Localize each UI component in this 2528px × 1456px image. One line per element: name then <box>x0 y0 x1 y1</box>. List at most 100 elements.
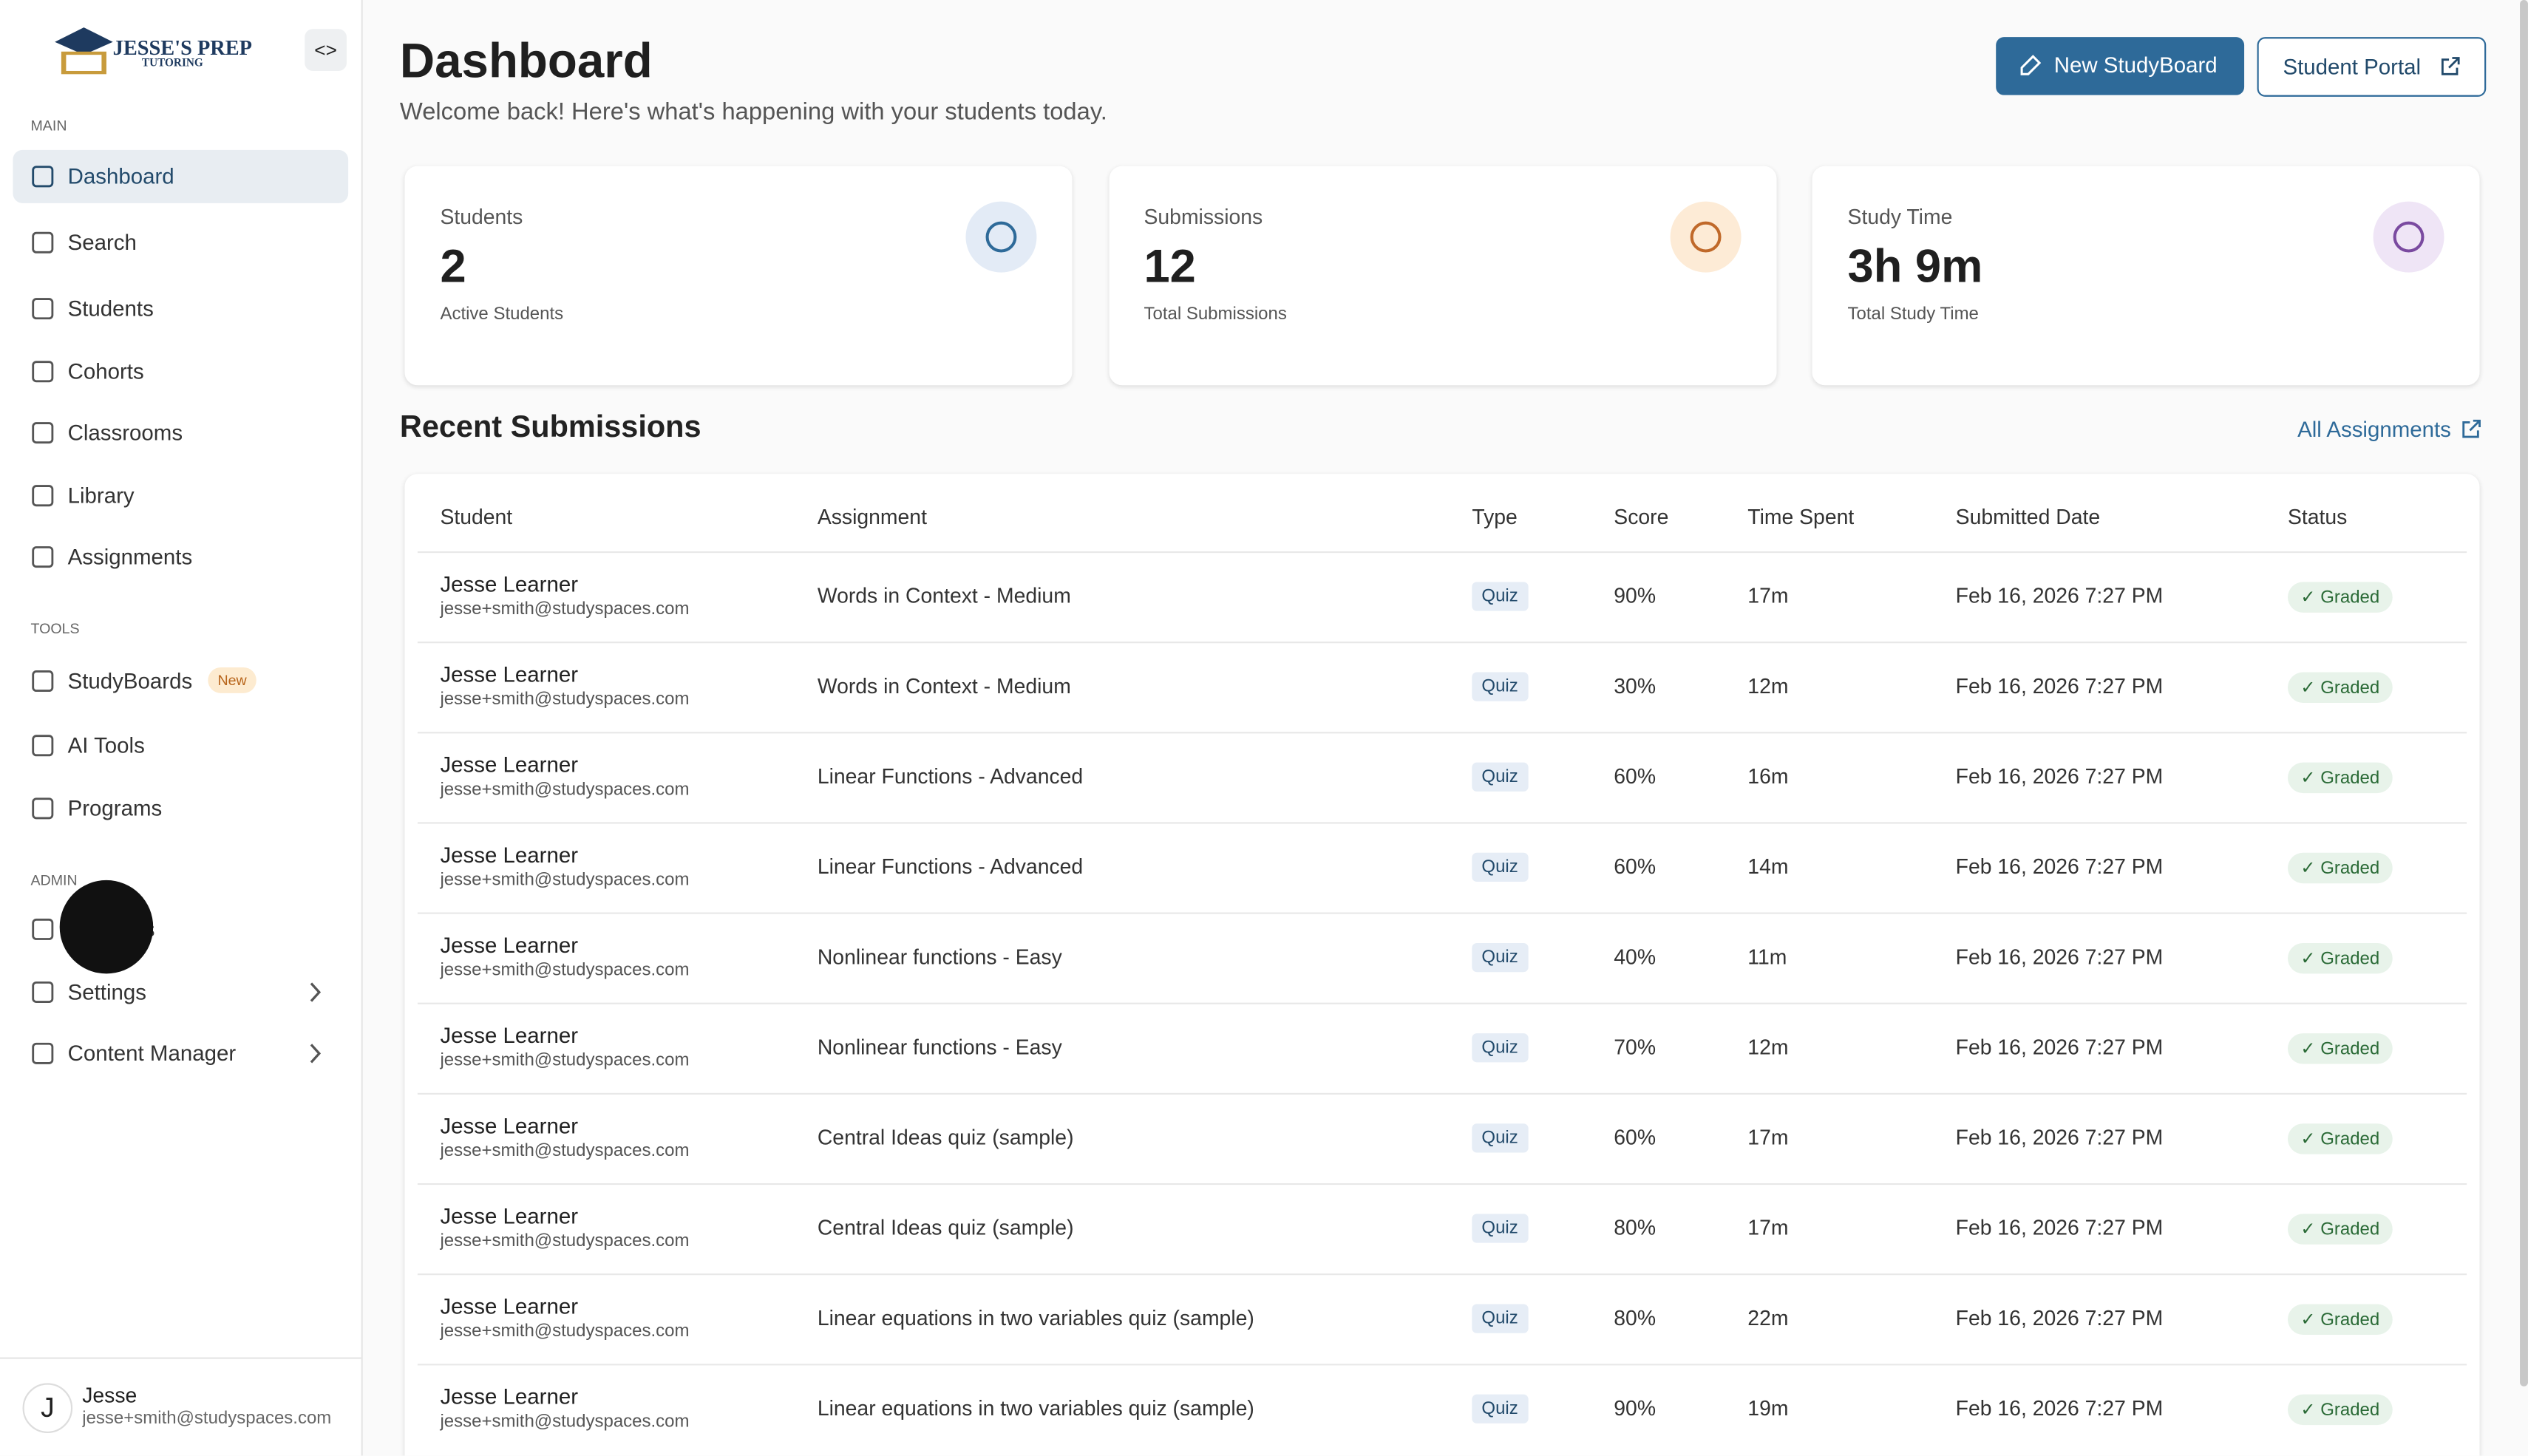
student-email: jesse+smith@studyspaces.com <box>440 1231 690 1251</box>
avatar[interactable]: J <box>22 1383 73 1433</box>
nav-item[interactable]: Content Manager <box>13 1027 348 1080</box>
stat-card: Study Time 3h 9m Total Study Time <box>1812 166 2480 386</box>
new-studyboard-button[interactable]: New StudyBoard <box>1996 37 2245 95</box>
type-badge: Quiz <box>1472 942 1528 973</box>
logo-icon <box>55 27 113 75</box>
date-text: Feb 16, 2026 7:27 PM <box>1955 1395 2164 1421</box>
student-email: jesse+smith@studyspaces.com <box>440 690 690 710</box>
nav-item[interactable]: StudyBoards New <box>13 655 348 708</box>
assignment-cell: Linear Functions - Advanced <box>818 764 1083 789</box>
nav-icon <box>32 485 54 507</box>
assignment-cell: Nonlinear functions - Easy <box>818 1035 1062 1059</box>
row-divider <box>417 1364 2467 1366</box>
status-text: Graded <box>2320 1220 2380 1240</box>
type-badge: Quiz <box>1472 1033 1528 1063</box>
nav-item[interactable]: AI Tools <box>13 719 348 772</box>
time-text: 11m <box>1747 945 1787 969</box>
assignment-text: Words in Context - Medium <box>817 583 1071 608</box>
nav-item[interactable]: Search <box>13 216 348 269</box>
type-text: Quiz <box>1481 1218 1518 1239</box>
type-text: Quiz <box>1481 1399 1518 1419</box>
button-icon <box>2020 55 2042 75</box>
time-text: 14m <box>1747 854 1789 879</box>
column-header: Time Spent <box>1747 504 1855 529</box>
status-badge: ✓ Graded <box>2287 942 2393 974</box>
date-text: Feb 16, 2026 7:27 PM <box>1955 583 2164 608</box>
nav-icon <box>985 221 1017 253</box>
status-badge: ✓ Graded <box>2287 1033 2393 1064</box>
time-cell: 12m <box>1747 1035 1788 1059</box>
type-badge: Quiz <box>1472 1394 1528 1423</box>
nav-label: Students <box>67 296 154 322</box>
student-name: Jesse Learner <box>440 1114 579 1138</box>
assignment-cell: Linear Functions - Advanced <box>818 854 1083 879</box>
status-text: Graded <box>2320 1401 2380 1421</box>
nav-label: Classrooms <box>67 421 183 445</box>
student-name: Jesse Learner <box>440 752 579 778</box>
nav-icon <box>32 298 54 320</box>
nav-icon <box>32 981 54 1003</box>
status-text: Graded <box>2320 949 2380 969</box>
date-text: Feb 16, 2026 7:27 PM <box>1955 763 2164 789</box>
type-text: Quiz <box>1481 1038 1518 1058</box>
collapse-button[interactable]: <> <box>305 29 347 71</box>
row-divider <box>417 551 2467 554</box>
time-text: 22m <box>1747 1305 1789 1330</box>
status-badge: ✓ Graded <box>2287 1304 2393 1335</box>
status-text: Graded <box>2320 588 2380 608</box>
nav-item[interactable]: Cohorts <box>13 345 348 398</box>
status-text: Graded <box>2320 1129 2380 1150</box>
type-badge: Quiz <box>1472 582 1528 611</box>
divider <box>0 1357 361 1359</box>
type-badge: Quiz <box>1472 1214 1528 1243</box>
assignment-cell: Words in Context - Medium <box>818 584 1071 608</box>
row-divider <box>417 1002 2467 1004</box>
date-cell: Feb 16, 2026 7:27 PM <box>1956 764 2164 789</box>
date-cell: Feb 16, 2026 7:27 PM <box>1956 1306 2164 1330</box>
student-portal-button[interactable]: Student Portal <box>2257 37 2487 97</box>
section-label: MAIN <box>30 118 67 135</box>
time-cell: 17m <box>1747 584 1788 608</box>
page-title: Dashboard <box>399 35 653 89</box>
score-cell: 30% <box>1614 674 1656 698</box>
status-text: Graded <box>2320 769 2380 789</box>
time-cell: 12m <box>1747 674 1788 698</box>
score-cell: 80% <box>1614 1216 1656 1240</box>
assignment-text: Central Ideas quiz (sample) <box>817 1125 1074 1150</box>
nav-item[interactable]: Classrooms <box>13 406 348 460</box>
nav-item[interactable]: Settings <box>13 965 348 1018</box>
section-title: Recent Submissions <box>399 411 701 445</box>
column-header: Score <box>1614 504 1669 529</box>
row-divider <box>417 912 2467 914</box>
column-header: Type <box>1472 504 1518 529</box>
row-divider <box>417 1183 2467 1185</box>
section-label: TOOLS <box>30 620 80 637</box>
user-email: jesse+smith@studyspaces.com <box>82 1409 332 1429</box>
assignment-text: Linear Functions - Advanced <box>817 763 1084 789</box>
stat-sublabel: Total Study Time <box>1847 305 1979 324</box>
student-email: jesse+smith@studyspaces.com <box>440 599 690 619</box>
all-assignments-link[interactable]: All Assignments <box>2297 418 2481 442</box>
nav-icon <box>32 735 54 757</box>
date-cell: Feb 16, 2026 7:27 PM <box>1956 854 2164 879</box>
time-cell: 16m <box>1747 764 1788 789</box>
nav-item[interactable]: Assignments <box>13 531 348 584</box>
column-header: Status <box>2287 504 2348 529</box>
nav-icon <box>310 982 322 1002</box>
nav-item[interactable]: Library <box>13 469 348 523</box>
type-text: Quiz <box>1481 1309 1518 1329</box>
column-header: Submitted Date <box>1955 504 2101 529</box>
nav-item[interactable]: Dashboard <box>13 149 349 203</box>
nav-item[interactable]: Programs <box>13 782 348 835</box>
status-badge: ✓ Graded <box>2287 672 2393 703</box>
student-email: jesse+smith@studyspaces.com <box>440 1321 690 1341</box>
student-email: jesse+smith@studyspaces.com <box>440 960 690 981</box>
assignment-text: Linear equations in two variables quiz (… <box>817 1305 1254 1330</box>
time-text: 17m <box>1747 1215 1789 1240</box>
nav-item[interactable]: Students <box>13 282 348 336</box>
score-text: 30% <box>1614 673 1657 698</box>
nav-icon <box>310 1044 322 1064</box>
assignment-cell: Linear equations in two variables quiz (… <box>818 1396 1254 1421</box>
row-divider <box>417 822 2467 824</box>
